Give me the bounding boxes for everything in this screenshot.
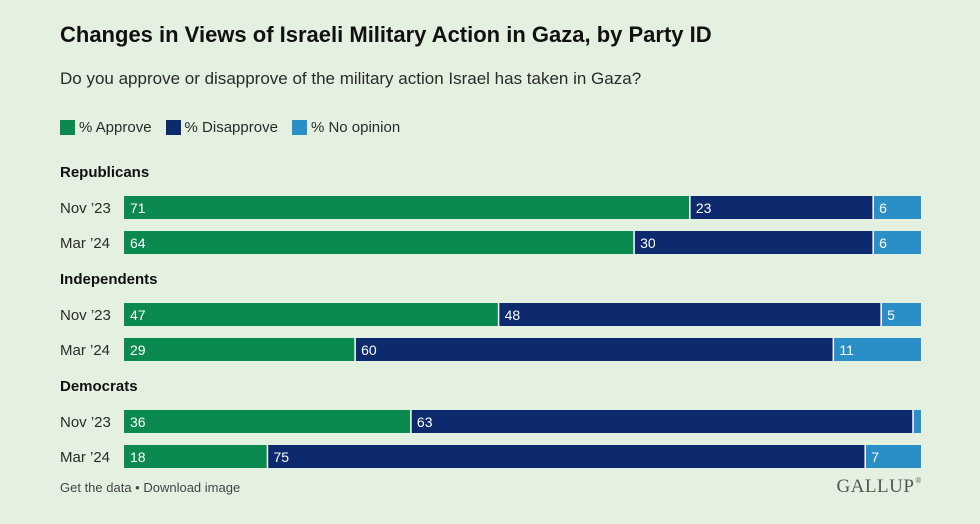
data-label-republicans-0-no-opinion: 6 <box>879 200 887 216</box>
bar-independents-0-approve <box>124 303 499 326</box>
bar-independents-0-no-opinion <box>881 303 921 326</box>
data-label-independents-1-disapprove: 60 <box>361 342 377 358</box>
legend-item-no-opinion: % No opinion <box>291 119 401 136</box>
data-label-republicans-1-disapprove: 30 <box>640 235 656 251</box>
bar-independents-1-disapprove <box>355 338 834 361</box>
data-label-independents-1-no-opinion: 11 <box>839 342 854 358</box>
group-label-democrats: Democrats <box>60 378 138 395</box>
chart-title: Changes in Views of Israeli Military Act… <box>60 22 712 47</box>
data-label-democrats-1-disapprove: 75 <box>273 449 289 465</box>
bar-democrats-0-disapprove <box>410 410 914 433</box>
bar-independents-1-no-opinion <box>833 338 921 361</box>
gallup-logo: GALLUP® <box>836 476 922 498</box>
bar-democrats-1-no-opinion <box>865 445 921 468</box>
data-label-independents-1-approve: 29 <box>130 342 146 358</box>
data-label-independents-0-approve: 47 <box>130 307 146 323</box>
bar-democrats-0-approve <box>124 410 411 433</box>
data-label-republicans-0-disapprove: 23 <box>696 200 712 216</box>
chart-legend: % Approve % Disapprove % No opinion <box>60 119 414 136</box>
brand-mark: ® <box>915 476 922 485</box>
legend-swatch-approve <box>60 120 75 135</box>
data-label-republicans-1-no-opinion: 6 <box>879 235 887 251</box>
legend-swatch-disapprove <box>165 120 181 135</box>
get-data-link[interactable]: Get the data <box>60 480 132 495</box>
bar-republicans-0-approve <box>124 196 690 219</box>
bar-democrats-1-approve <box>124 445 268 468</box>
data-label-democrats-0-disapprove: 63 <box>417 414 433 430</box>
footer-separator: • <box>131 480 144 495</box>
download-image-link[interactable]: Download image <box>143 480 241 495</box>
data-label-democrats-1-approve: 18 <box>130 449 146 465</box>
bar-democrats-0-no-opinion <box>913 410 921 433</box>
brand-text: GALLUP <box>836 476 915 497</box>
bar-independents-1-approve <box>124 338 356 361</box>
legend-label-disapprove: % Disapprove <box>184 119 278 136</box>
data-label-republicans-1-approve: 64 <box>130 235 146 251</box>
bar-republicans-1-approve <box>124 231 635 254</box>
chart-subtitle: Do you approve or disapprove of the mili… <box>60 69 642 88</box>
bar-republicans-0-disapprove <box>689 196 874 219</box>
legend-label-approve: % Approve <box>79 119 152 136</box>
legend-item-approve: % Approve <box>60 119 152 136</box>
data-label-independents-0-no-opinion: 5 <box>887 307 895 323</box>
row-label-republicans-0: Nov ’23 <box>60 200 111 217</box>
data-label-democrats-0-approve: 36 <box>130 414 146 430</box>
bar-independents-0-disapprove <box>498 303 882 326</box>
data-label-democrats-1-no-opinion: 7 <box>871 449 879 465</box>
group-label-republicans: Republicans <box>60 164 149 181</box>
row-label-democrats-1: Mar ’24 <box>60 449 110 466</box>
bar-republicans-0-no-opinion <box>873 196 921 219</box>
group-label-independents: Independents <box>60 271 158 288</box>
row-label-democrats-0: Nov ’23 <box>60 414 111 431</box>
row-label-republicans-1: Mar ’24 <box>60 235 110 252</box>
footer-links: Get the data • Download image <box>60 480 240 495</box>
data-label-independents-0-disapprove: 48 <box>505 307 521 323</box>
row-label-independents-0: Nov ’23 <box>60 307 111 324</box>
legend-item-disapprove: % Disapprove <box>165 119 278 136</box>
row-label-independents-1: Mar ’24 <box>60 342 110 359</box>
legend-label-no-opinion: % No opinion <box>310 119 401 136</box>
bar-democrats-1-disapprove <box>267 445 866 468</box>
data-label-republicans-0-approve: 71 <box>130 200 146 216</box>
bar-republicans-1-disapprove <box>634 231 874 254</box>
legend-swatch-no-opinion <box>291 120 307 135</box>
bar-republicans-1-no-opinion <box>873 231 921 254</box>
